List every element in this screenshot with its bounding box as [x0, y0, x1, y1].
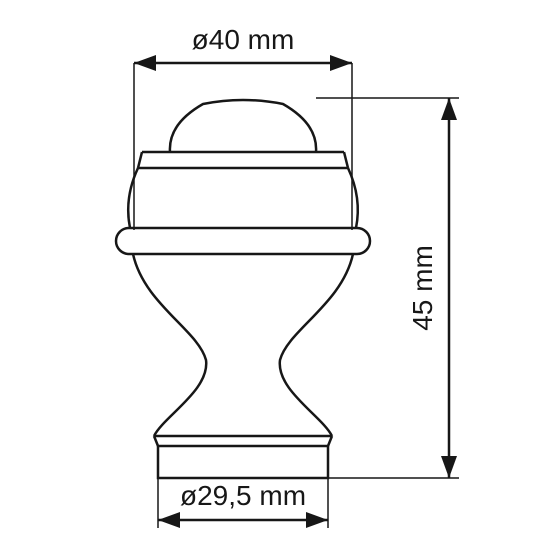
knob-body-right [280, 254, 353, 436]
knob-base [158, 446, 328, 478]
dim-top-label: ø40 mm [192, 24, 295, 55]
knob-cap [170, 100, 316, 152]
dim-bottom-label: ø29,5 mm [180, 480, 306, 511]
dim-right-label: 45 mm [407, 245, 438, 331]
knob-body-left [133, 254, 206, 436]
